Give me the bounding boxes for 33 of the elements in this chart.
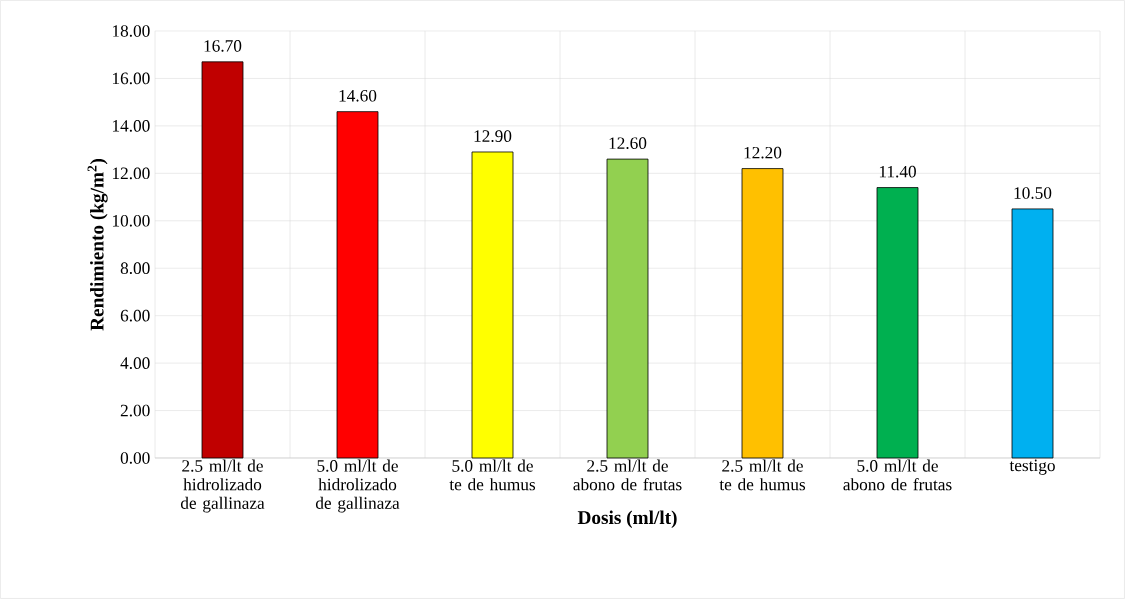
y-tick-label: 2.00 xyxy=(120,404,150,417)
y-tick-label: 8.00 xyxy=(120,262,150,275)
x-tick-label: testigo xyxy=(1009,459,1055,475)
data-label: 10.50 xyxy=(1014,187,1052,199)
x-tick-label: 5.0 ml/lt de abono de frutas xyxy=(843,459,952,491)
x-tick-label: 2.5 ml/lt de te de humus xyxy=(719,459,806,491)
y-tick-label: 4.00 xyxy=(120,357,150,369)
y-tick-label: 10.00 xyxy=(112,214,150,227)
bar xyxy=(741,168,784,459)
x-tick-label: 5.0 ml/lt de te de humus xyxy=(449,459,536,491)
x-tick-label: 5.0 ml/lt de hidrolizado de gallinaza xyxy=(315,459,400,513)
y-tick-label: 18.00 xyxy=(112,25,150,37)
x-axis-title: Dosis (ml/lt) xyxy=(577,510,677,528)
y-tick-label: 12.00 xyxy=(112,167,150,180)
bar xyxy=(876,187,919,459)
bar xyxy=(471,151,514,459)
bar xyxy=(1011,208,1054,459)
data-label: 16.70 xyxy=(204,40,242,52)
data-label: 12.60 xyxy=(609,137,647,150)
data-label: 12.20 xyxy=(744,146,782,159)
bar xyxy=(201,61,244,459)
bar xyxy=(336,111,379,459)
y-axis-title: Rendimiento (kg/m$^{2}$) xyxy=(87,158,108,331)
y-tick-label: 0.00 xyxy=(120,452,150,464)
data-label: 14.60 xyxy=(339,89,377,102)
x-tick-label: 2.5 ml/lt de hidrolizado de gallinaza xyxy=(180,459,265,513)
y-tick-label: 16.00 xyxy=(112,72,150,85)
data-label: 11.40 xyxy=(879,165,916,178)
x-tick-label: 2.5 ml/lt de abono de frutas xyxy=(573,459,682,491)
y-tick-label: 6.00 xyxy=(120,309,150,322)
data-label: 12.90 xyxy=(474,130,512,142)
bar xyxy=(606,158,649,459)
y-tick-label: 14.00 xyxy=(112,120,150,132)
